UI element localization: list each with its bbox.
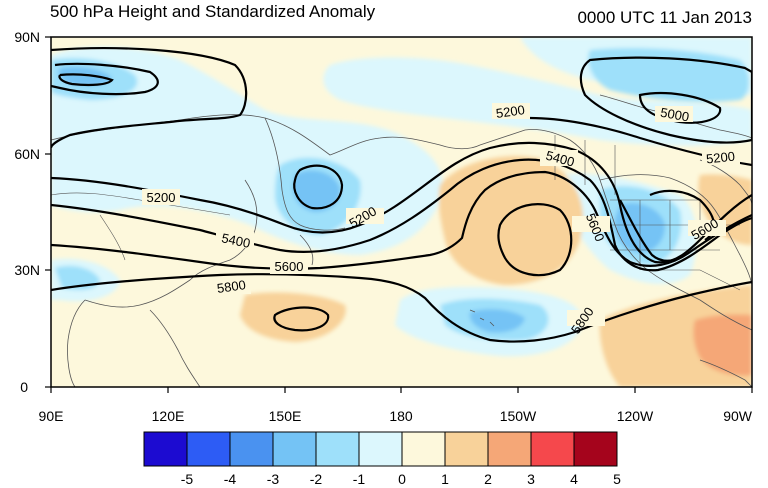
colorbar-label: -4 <box>224 471 237 487</box>
colorbar-swatch <box>444 431 489 467</box>
colorbar-swatch <box>186 431 231 467</box>
anomaly-region-neg1 <box>323 57 752 146</box>
colorbar-swatch <box>573 431 618 467</box>
plot-area: 5200 5000 5200 5200 5400 5200 5400 5600 … <box>51 37 752 387</box>
longitude-labels: 90E 120E 150E 180 150W 120W 90W <box>39 408 753 424</box>
tick-marks <box>45 36 753 393</box>
colorbar-swatch <box>358 431 403 467</box>
lon-label: 120E <box>152 408 185 424</box>
contour-label: 5200 <box>705 149 735 167</box>
anomaly-region-neg3 <box>58 66 112 86</box>
anomaly-region-pos2 <box>693 314 752 376</box>
latitude-labels: 90N 60N 30N 0 <box>14 29 40 395</box>
lon-label: 90E <box>39 408 64 424</box>
colorbar-label: 3 <box>527 471 535 487</box>
contour-label: 5000 <box>659 105 690 125</box>
contour-label: 5800 <box>216 277 247 296</box>
lon-label: 90W <box>723 408 753 424</box>
anomaly-region-neg3 <box>469 309 525 333</box>
lat-label: 90N <box>14 29 40 45</box>
contour-label: 5200 <box>147 190 176 205</box>
lon-label: 120W <box>617 408 654 424</box>
colorbar-swatch <box>487 431 532 467</box>
contour-label: 5400 <box>220 230 251 251</box>
anomaly-region-pos1 <box>698 174 752 245</box>
contour-label: 5400 <box>544 148 576 170</box>
lon-label: 180 <box>389 408 413 424</box>
colorbar-label: 2 <box>484 471 492 487</box>
colorbar-swatch <box>530 431 575 467</box>
colorbar-swatch <box>229 431 274 467</box>
chart-title: 500 hPa Height and Standardized Anomaly <box>50 2 376 21</box>
colorbar-label: -2 <box>310 471 323 487</box>
colorbar-label: -5 <box>181 471 194 487</box>
colorbar: -5 -4 -3 -2 -1 0 1 2 3 4 5 <box>143 431 621 487</box>
lon-label: 150W <box>500 408 537 424</box>
colorbar-swatch <box>272 431 317 467</box>
colorbar-label: 5 <box>613 471 621 487</box>
lat-label: 30N <box>14 262 40 278</box>
colorbar-label: 4 <box>570 471 578 487</box>
timestamp: 0000 UTC 11 Jan 2013 <box>577 8 752 27</box>
contour-labels: 5200 5000 5200 5200 5400 5200 5400 5600 … <box>142 102 740 337</box>
contour-label: 5600 <box>275 259 304 274</box>
anomaly-region-neg3 <box>292 170 341 212</box>
lon-label: 150E <box>269 408 302 424</box>
colorbar-swatch <box>315 431 360 467</box>
anomaly-region-pos1 <box>240 292 346 342</box>
colorbar-label: 1 <box>441 471 449 487</box>
colorbar-label: 0 <box>398 471 406 487</box>
colorbar-label: -1 <box>353 471 366 487</box>
colorbar-swatch <box>401 431 446 467</box>
colorbar-label: -3 <box>267 471 280 487</box>
lat-label: 60N <box>14 146 40 162</box>
colorbar-swatch <box>143 431 188 467</box>
anomaly-region-pos1 <box>438 156 584 285</box>
contour-label: 5200 <box>495 102 526 121</box>
lat-label: 0 <box>20 379 28 395</box>
